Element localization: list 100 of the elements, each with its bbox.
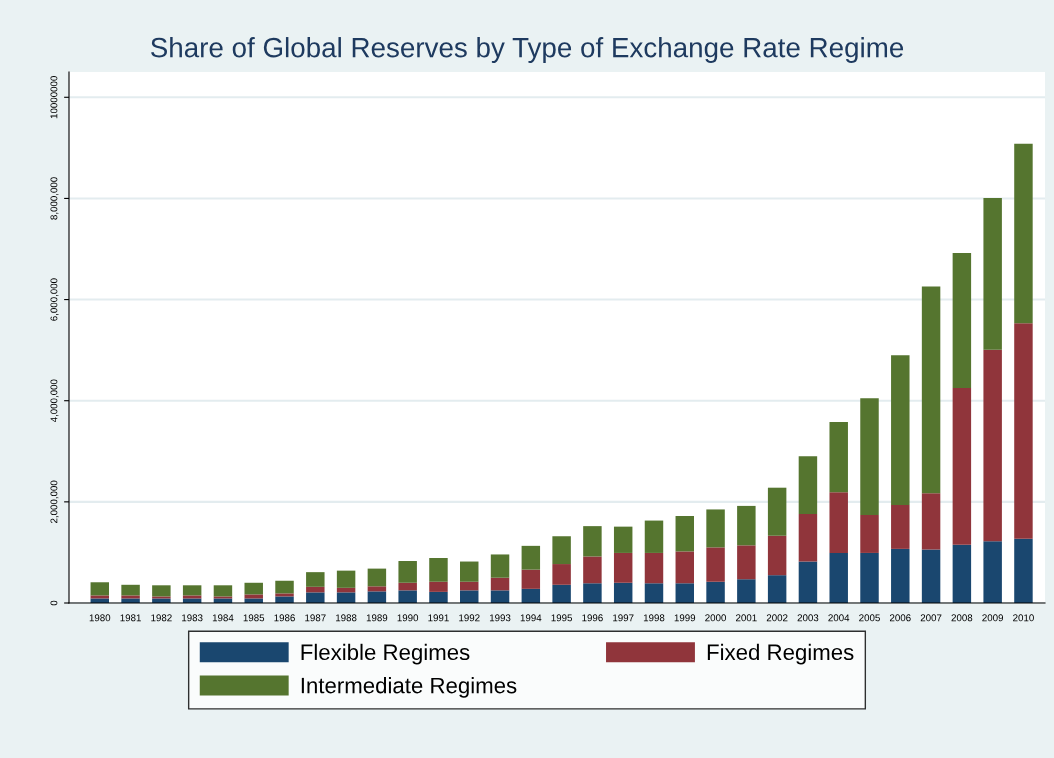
x-tick-label: 2009 xyxy=(982,614,1004,622)
x-tick-label: 1990 xyxy=(397,614,419,622)
bar xyxy=(460,561,479,582)
bar xyxy=(983,541,1002,603)
y-tick-label: 0 xyxy=(50,600,58,606)
bar xyxy=(90,595,110,599)
bar xyxy=(275,596,294,603)
x-tick-label: 1984 xyxy=(212,614,234,622)
bar xyxy=(244,582,263,595)
x-tick-label: 1997 xyxy=(613,614,634,622)
bar xyxy=(121,584,140,596)
x-tick-label: 1987 xyxy=(305,614,326,622)
bar xyxy=(1014,538,1033,603)
bar xyxy=(583,556,602,584)
x-tick-label: 1991 xyxy=(428,614,449,622)
legend-label: Flexible Regimes xyxy=(301,643,470,665)
bar xyxy=(952,544,972,603)
bar xyxy=(367,568,387,587)
bar xyxy=(429,591,448,603)
bar xyxy=(737,505,756,546)
bar xyxy=(706,509,725,548)
bar xyxy=(921,493,941,550)
bar xyxy=(490,577,510,591)
bar xyxy=(213,596,233,599)
bar xyxy=(182,595,202,599)
bar xyxy=(490,590,510,603)
bar xyxy=(244,598,263,603)
legend-label: Fixed Regimes xyxy=(707,643,854,665)
bar xyxy=(644,583,664,603)
bar xyxy=(583,583,602,603)
bar xyxy=(829,421,848,493)
bar xyxy=(891,504,910,549)
bar xyxy=(182,585,202,596)
x-tick-label: 1988 xyxy=(336,614,357,622)
x-tick-label: 1989 xyxy=(366,614,388,622)
x-tick-label: 2010 xyxy=(1013,614,1034,622)
bar xyxy=(552,564,571,585)
bar xyxy=(860,398,879,516)
bar xyxy=(767,487,787,536)
x-tick-label: 2006 xyxy=(889,614,911,622)
x-tick-label: 2003 xyxy=(797,614,819,622)
bar xyxy=(798,513,818,562)
x-tick-label: 1995 xyxy=(551,614,573,622)
bar xyxy=(737,579,756,603)
bar xyxy=(152,598,171,603)
bar xyxy=(398,561,417,583)
bar xyxy=(552,584,571,603)
bar xyxy=(644,552,664,584)
x-tick-label: 1993 xyxy=(489,614,511,622)
bar xyxy=(613,526,633,553)
bar xyxy=(706,581,725,603)
bar xyxy=(675,551,695,584)
bar xyxy=(429,581,448,592)
bar xyxy=(336,570,356,588)
x-tick-label: 1981 xyxy=(120,614,141,622)
x-tick-label: 2002 xyxy=(766,614,788,622)
bar xyxy=(583,526,602,557)
y-tick-label: 10000000 xyxy=(50,76,58,119)
bar xyxy=(367,586,387,592)
y-tick-label: 2,000,000 xyxy=(50,480,59,523)
bar xyxy=(952,388,972,545)
x-tick-label: 2005 xyxy=(859,614,880,622)
bar xyxy=(798,561,818,603)
chart-title: Share of Global Reserves by Type of Exchange Rate Regime xyxy=(151,37,904,63)
legend-label: Intermediate Regimes xyxy=(301,677,517,698)
bar xyxy=(860,515,879,553)
x-tick-label: 2001 xyxy=(736,614,757,622)
x-tick-label: 1986 xyxy=(274,614,295,622)
bar xyxy=(675,583,695,603)
bar xyxy=(644,520,664,553)
x-tick-label: 1992 xyxy=(459,614,480,622)
bar xyxy=(613,582,633,603)
bar xyxy=(460,581,479,591)
bar xyxy=(829,552,848,603)
bar xyxy=(460,590,479,603)
bar xyxy=(983,349,1002,542)
bar xyxy=(1014,323,1033,539)
bar xyxy=(244,594,263,599)
bar xyxy=(706,547,725,582)
bar xyxy=(1014,143,1033,324)
bar xyxy=(952,253,972,389)
x-tick-label: 2008 xyxy=(951,614,973,622)
y-tick-label: 6,000,000 xyxy=(50,278,59,321)
x-tick-label: 1985 xyxy=(243,614,265,622)
x-tick-label: 1982 xyxy=(151,614,172,622)
bar xyxy=(521,545,541,570)
bar xyxy=(613,552,633,583)
x-tick-label: 2007 xyxy=(920,614,942,622)
bar xyxy=(891,548,910,603)
x-tick-label: 1980 xyxy=(89,614,111,622)
bar xyxy=(891,355,910,505)
bar xyxy=(767,575,787,603)
bar xyxy=(798,456,818,514)
bar xyxy=(398,582,417,591)
bar xyxy=(490,554,510,578)
y-tick-label: 8,000,000 xyxy=(50,177,59,220)
x-tick-label: 1996 xyxy=(582,614,603,622)
bar xyxy=(152,585,171,597)
bar xyxy=(306,572,325,587)
bar xyxy=(306,586,325,593)
